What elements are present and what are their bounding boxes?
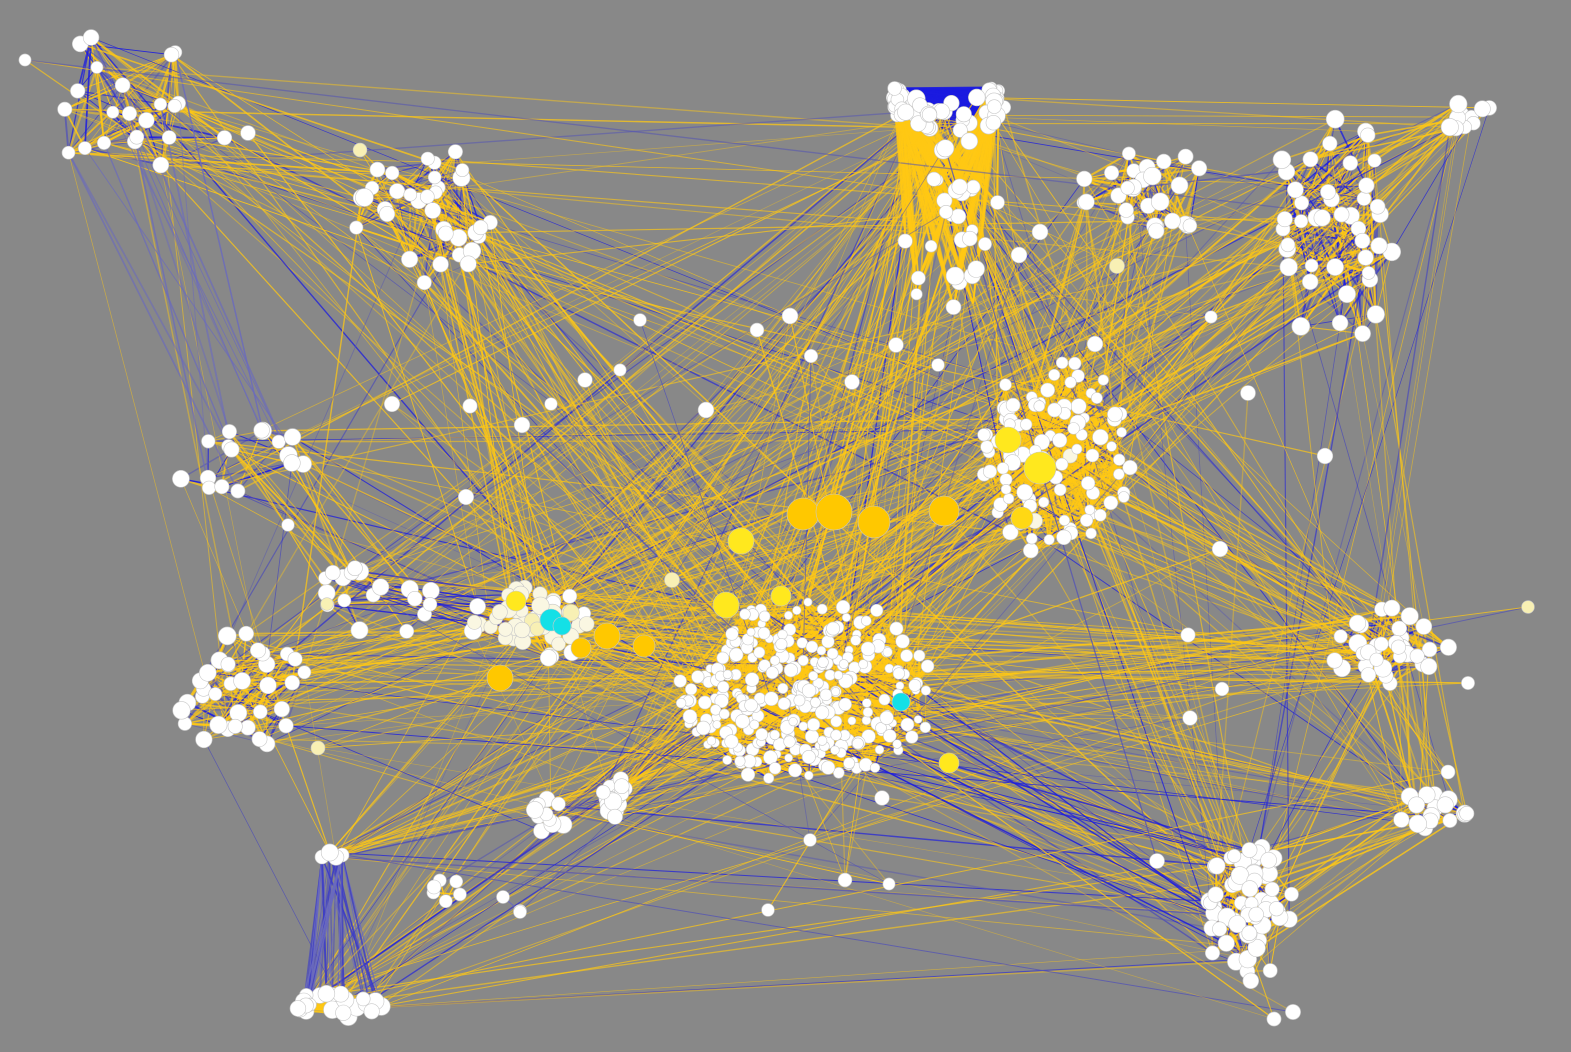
graph-edge — [391, 172, 437, 194]
graph-edge — [259, 658, 296, 713]
graph-edge — [180, 430, 264, 480]
graph-edge — [356, 226, 469, 265]
graph-edge — [355, 227, 425, 283]
graph-edge — [112, 54, 173, 113]
graph-edge — [396, 151, 456, 192]
graph-edge — [170, 54, 180, 104]
graph-edge — [77, 54, 172, 92]
graph-edge — [96, 67, 105, 143]
graph-edge — [184, 712, 239, 725]
graph-edge — [64, 84, 123, 111]
graph-edge — [90, 37, 175, 107]
graph-edge — [237, 441, 280, 492]
graph-edge — [84, 37, 92, 149]
graph-edge — [122, 53, 173, 87]
